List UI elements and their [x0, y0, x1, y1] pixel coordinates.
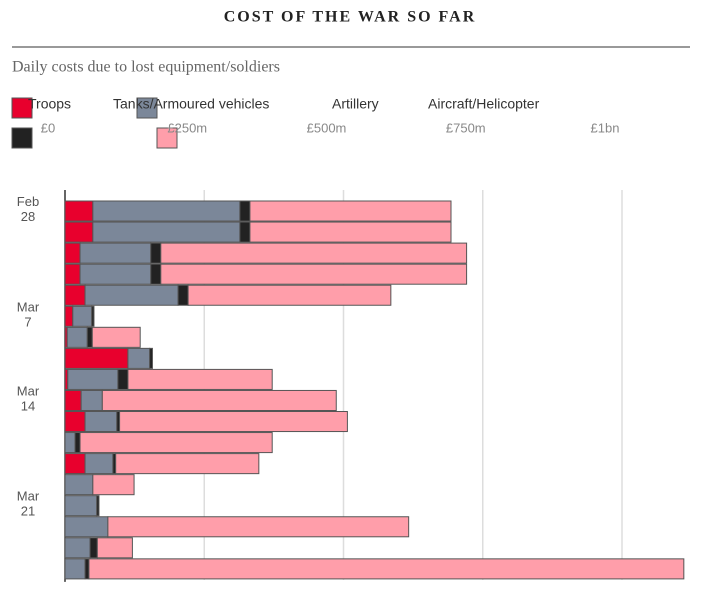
- bar-segment: [96, 537, 133, 559]
- y-tick-label-line: Mar: [17, 384, 40, 399]
- bar-segment: [92, 200, 241, 222]
- bar-segment: [64, 495, 98, 517]
- y-tick-label-line: 7: [24, 315, 31, 330]
- y-tick-label-line: 21: [21, 504, 35, 519]
- chart-subtitle: Daily costs due to lost equipment/soldie…: [12, 59, 280, 76]
- bar-segment: [91, 305, 95, 327]
- legend-swatch: [11, 97, 33, 119]
- bar-segment: [79, 263, 152, 285]
- bar-segment: [92, 474, 135, 496]
- x-tick-label: £500m: [307, 120, 347, 135]
- bar-segment: [79, 432, 273, 454]
- bar-segment: [66, 326, 88, 348]
- bar-segment: [74, 432, 81, 454]
- bar-segment: [177, 284, 189, 306]
- x-tick-label: £1bn: [591, 120, 620, 135]
- y-tick-label-line: 28: [21, 209, 35, 224]
- bar-segment: [64, 347, 129, 369]
- bar-segment: [64, 284, 86, 306]
- bar-segment: [80, 389, 103, 412]
- bar-segment: [92, 221, 241, 243]
- bar-segment: [160, 263, 468, 285]
- y-tick-label-line: 14: [21, 399, 35, 414]
- bar-segment: [79, 242, 152, 264]
- bar-segment: [64, 516, 109, 538]
- bar-segment: [239, 221, 251, 243]
- bar-segment: [64, 263, 81, 285]
- y-tick-label: Mar 7: [17, 300, 40, 330]
- bar-segment: [127, 368, 273, 390]
- y-tick-label-line: Mar: [17, 489, 40, 504]
- bar-segment: [115, 453, 260, 475]
- bar-segment: [64, 221, 94, 243]
- y-tick-label: Mar 14: [17, 384, 40, 414]
- bar-segment: [119, 411, 348, 433]
- bar-segment: [150, 242, 162, 264]
- legend-swatch: [136, 97, 158, 119]
- legend-swatch: [11, 127, 33, 149]
- bar-segment: [101, 389, 337, 412]
- bar-segment: [187, 284, 392, 306]
- bar-segment: [149, 347, 153, 369]
- bar-segment: [64, 411, 86, 433]
- y-tick-label-line: Mar: [17, 300, 40, 315]
- bar-segment: [84, 558, 90, 580]
- bar-segment: [64, 474, 94, 496]
- bar-segment: [64, 558, 86, 580]
- bar-segment: [160, 242, 468, 264]
- bar-segment: [67, 368, 119, 390]
- bar-segment: [64, 453, 86, 475]
- bar-segment: [239, 200, 251, 222]
- bar-segment: [127, 347, 151, 369]
- bar-segment: [249, 200, 452, 222]
- bar-segment: [88, 558, 685, 580]
- bar-segment: [150, 263, 162, 285]
- x-tick-label: £250m: [167, 120, 207, 135]
- y-tick-label: Feb 28: [17, 194, 39, 224]
- bar-segment: [64, 432, 76, 454]
- bar-segment: [84, 453, 114, 475]
- bar-segment: [249, 221, 452, 243]
- bar-segment: [89, 537, 98, 559]
- bar-segment: [64, 305, 74, 327]
- legend-swatch: [156, 127, 178, 149]
- x-tick-label: £750m: [446, 120, 486, 135]
- bar-segment: [86, 326, 93, 348]
- legend-label: Tanks/Armoured vehicles: [113, 96, 269, 112]
- bar-segment: [84, 284, 179, 306]
- bar-segment: [64, 242, 81, 264]
- bar-segment: [72, 305, 93, 327]
- chart-title: COST OF THE WAR SO FAR: [224, 9, 477, 26]
- legend-label: Aircraft/Helicopter: [428, 96, 540, 112]
- bar-segment: [84, 411, 118, 433]
- y-tick-label: Mar 21: [17, 489, 40, 519]
- bar-segment: [117, 368, 129, 390]
- bar-segment: [64, 200, 94, 222]
- legend-label: Artillery: [332, 96, 379, 112]
- bar-segment: [96, 495, 100, 517]
- bar-segment: [64, 389, 82, 412]
- x-tick-label: £0: [41, 120, 55, 135]
- bar-segment: [107, 516, 410, 538]
- y-tick-label-line: Feb: [17, 194, 39, 209]
- legend-label: Troops: [28, 96, 71, 112]
- bar-segment: [64, 537, 91, 559]
- bar-segment: [91, 326, 141, 348]
